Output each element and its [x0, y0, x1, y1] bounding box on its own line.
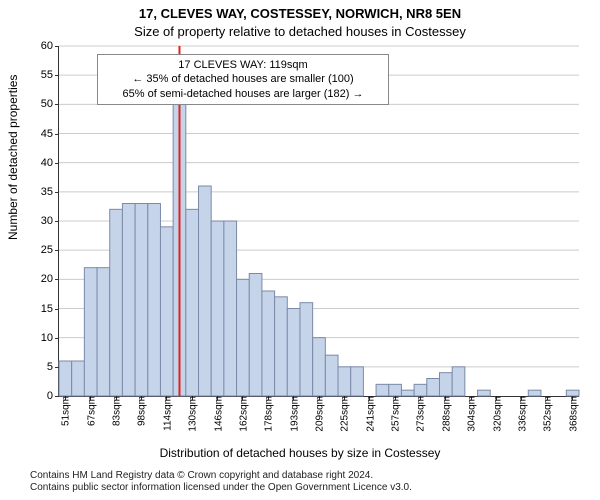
histogram-bar: [224, 221, 237, 396]
histogram-bar: [135, 204, 148, 397]
x-tick-label: 352sqm: [541, 396, 554, 432]
x-tick-label: 336sqm: [515, 396, 528, 432]
x-tick-label: 368sqm: [566, 396, 579, 432]
histogram-bar: [300, 303, 313, 396]
x-axis-label: Distribution of detached houses by size …: [0, 446, 600, 460]
x-tick-label: 225sqm: [338, 396, 351, 432]
x-tick-label: 273sqm: [414, 396, 427, 432]
histogram-bar: [389, 384, 402, 396]
histogram-bar: [275, 297, 288, 396]
y-axis-label: Number of detached properties: [6, 75, 20, 240]
histogram-bar: [313, 338, 326, 396]
histogram-bar: [122, 204, 135, 397]
annotation-line2: ← 35% of detached houses are smaller (10…: [104, 72, 382, 86]
histogram-bar: [439, 373, 452, 396]
histogram-bar: [414, 384, 427, 396]
x-tick-label: 114sqm: [160, 396, 173, 431]
plot-area: 17 CLEVES WAY: 119sqm ← 35% of detached …: [58, 46, 579, 397]
x-tick-label: 130sqm: [186, 396, 199, 432]
histogram-bar: [452, 367, 465, 396]
histogram-bar: [59, 361, 72, 396]
x-tick-label: 209sqm: [313, 396, 326, 432]
histogram-bar: [84, 268, 97, 396]
x-tick-label: 98sqm: [135, 396, 148, 426]
x-tick-label: 178sqm: [262, 396, 275, 432]
histogram-bar: [528, 390, 541, 396]
histogram-bar: [110, 209, 123, 396]
histogram-bar: [325, 355, 338, 396]
histogram-bar: [97, 268, 110, 396]
histogram-bar: [262, 291, 275, 396]
histogram-bar: [199, 186, 212, 396]
x-tick-label: 146sqm: [211, 396, 224, 432]
x-tick-label: 67sqm: [84, 396, 97, 426]
chart-title-line2: Size of property relative to detached ho…: [0, 24, 600, 39]
x-tick-label: 83sqm: [110, 396, 123, 426]
histogram-bar: [338, 367, 351, 396]
histogram-bar: [249, 274, 262, 397]
x-tick-label: 162sqm: [236, 396, 249, 432]
x-tick-label: 193sqm: [287, 396, 300, 432]
histogram-bar: [237, 279, 250, 396]
licence-footer: Contains HM Land Registry data © Crown c…: [30, 470, 590, 494]
histogram-bar: [351, 367, 364, 396]
histogram-bar: [287, 309, 300, 397]
histogram-bar: [427, 379, 440, 397]
x-tick-label: 304sqm: [465, 396, 478, 432]
histogram-bar: [160, 227, 173, 396]
histogram-bar: [211, 221, 224, 396]
footer-line2: Contains public sector information licen…: [30, 482, 590, 494]
x-tick-label: 257sqm: [389, 396, 402, 432]
histogram-bar: [148, 204, 161, 397]
footer-line1: Contains HM Land Registry data © Crown c…: [30, 470, 590, 482]
x-tick-label: 288sqm: [439, 396, 452, 432]
histogram-bar: [401, 390, 414, 396]
histogram-bar: [72, 361, 85, 396]
x-tick-label: 51sqm: [59, 396, 72, 426]
annotation-line3: 65% of semi-detached houses are larger (…: [104, 87, 382, 101]
histogram-bar: [186, 209, 199, 396]
histogram-bar: [478, 390, 491, 396]
x-tick-label: 320sqm: [490, 396, 503, 432]
annotation-line1: 17 CLEVES WAY: 119sqm: [104, 58, 382, 72]
chart-title-line1: 17, CLEVES WAY, COSTESSEY, NORWICH, NR8 …: [0, 6, 600, 21]
histogram-bar: [376, 384, 389, 396]
chart-container: 17, CLEVES WAY, COSTESSEY, NORWICH, NR8 …: [0, 0, 600, 500]
annotation-box: 17 CLEVES WAY: 119sqm ← 35% of detached …: [97, 54, 389, 105]
x-tick-label: 241sqm: [363, 396, 376, 432]
